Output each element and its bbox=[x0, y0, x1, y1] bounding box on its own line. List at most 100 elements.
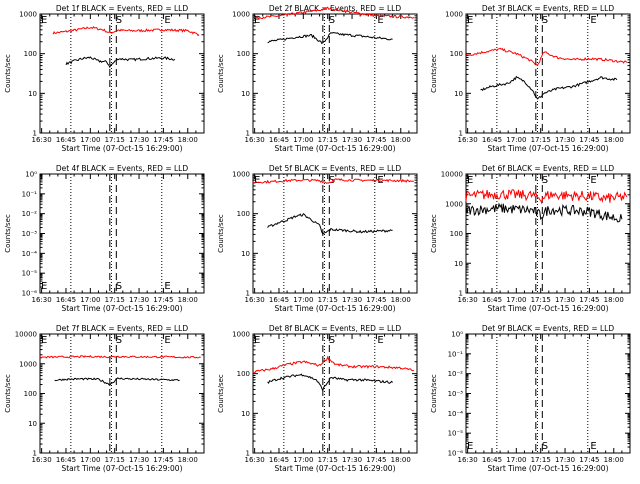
y-tick-label: 1000 bbox=[445, 11, 463, 19]
x-tick-label: 16:45 bbox=[56, 296, 76, 304]
x-tick-label: 18:00 bbox=[391, 456, 411, 464]
x-axis-label: Start Time (07-Oct-15 16:29:00) bbox=[487, 464, 608, 473]
y-tick-label: 10⁻³ bbox=[22, 230, 38, 238]
panel-title: Det 1f BLACK = Events, RED = LLD bbox=[56, 4, 189, 13]
events-series-line bbox=[480, 75, 618, 100]
y-tick-label: 10 bbox=[28, 420, 37, 428]
y-tick-label: 100 bbox=[237, 370, 250, 378]
panel-title: Det 5f BLACK = Events, RED = LLD bbox=[269, 164, 402, 173]
panel-title: Det 2f BLACK = Events, RED = LLD bbox=[269, 4, 402, 13]
panel-det-7: Det 7f BLACK = Events, RED = LLD 1 10 100 10… bbox=[4, 324, 205, 473]
x-tick-label: 17:30 bbox=[555, 456, 575, 464]
event-marker-label: E bbox=[254, 175, 260, 186]
y-tick-label: 10⁰ bbox=[25, 171, 37, 179]
y-tick-label: 1000 bbox=[19, 11, 37, 19]
event-marker-label: E bbox=[164, 335, 170, 346]
x-axis-label: Start Time (07-Oct-15 16:29:00) bbox=[274, 304, 395, 313]
y-axis-label: Counts/sec bbox=[4, 374, 12, 413]
panel-title: Det 6f BLACK = Events, RED = LLD bbox=[482, 164, 615, 173]
y-tick-label: 1 bbox=[246, 450, 250, 458]
x-tick-label: 17:45 bbox=[579, 296, 599, 304]
events-series-line bbox=[465, 202, 623, 223]
y-tick-label: 10 bbox=[454, 90, 463, 98]
x-tick-label: 16:30 bbox=[245, 296, 265, 304]
x-tick-label: 17:30 bbox=[555, 136, 575, 144]
x-tick-label: 17:15 bbox=[318, 456, 338, 464]
x-tick-label: 16:45 bbox=[56, 456, 76, 464]
event-marker-label: E bbox=[467, 441, 473, 452]
x-tick-label: 17:30 bbox=[129, 296, 149, 304]
x-tick-label: 16:30 bbox=[32, 136, 52, 144]
x-tick-label: 17:15 bbox=[105, 136, 125, 144]
panel-det-8: Det 8f BLACK = Events, RED = LLD 1 10 100 10… bbox=[217, 324, 418, 473]
x-tick-label: 17:30 bbox=[555, 296, 575, 304]
y-tick-label: 1000 bbox=[232, 331, 250, 339]
event-marker-label: E bbox=[254, 15, 260, 26]
plot-frame bbox=[252, 13, 418, 134]
y-tick-label: 10⁻⁶ bbox=[22, 290, 38, 298]
plot-frame bbox=[39, 13, 205, 134]
y-tick-label: 10⁻¹ bbox=[448, 350, 464, 358]
y-tick-label: 100 bbox=[24, 390, 37, 398]
x-tick-label: 17:45 bbox=[366, 456, 386, 464]
x-tick-label: 17:00 bbox=[506, 136, 526, 144]
x-tick-label: 17:15 bbox=[318, 136, 338, 144]
x-tick-label: 17:00 bbox=[293, 136, 313, 144]
x-tick-label: 16:30 bbox=[458, 296, 478, 304]
x-tick-label: 16:45 bbox=[482, 136, 502, 144]
lld-series-line bbox=[465, 47, 628, 67]
y-axis-label: Counts/sec bbox=[217, 214, 225, 253]
y-tick-label: 1000 bbox=[232, 11, 250, 19]
x-tick-label: 17:30 bbox=[342, 456, 362, 464]
x-tick-label: 17:00 bbox=[293, 296, 313, 304]
lld-series-line bbox=[465, 189, 628, 205]
x-tick-label: 17:15 bbox=[531, 296, 551, 304]
x-tick-label: 18:00 bbox=[604, 456, 624, 464]
x-axis-label: Start Time (07-Oct-15 16:29:00) bbox=[487, 144, 608, 153]
x-tick-label: 16:30 bbox=[32, 296, 52, 304]
event-marker-label: E bbox=[377, 15, 383, 26]
event-marker-label: E bbox=[590, 175, 596, 186]
x-tick-label: 17:00 bbox=[80, 456, 100, 464]
x-tick-label: 17:45 bbox=[579, 136, 599, 144]
panel-det-1: Det 1f BLACK = Events, RED = LLD 1 10 100 10… bbox=[4, 4, 205, 153]
event-marker-label: E bbox=[41, 335, 47, 346]
y-tick-label: 1 bbox=[459, 130, 463, 138]
panel-title: Det 3f BLACK = Events, RED = LLD bbox=[482, 4, 615, 13]
y-tick-label: 10000 bbox=[15, 331, 37, 339]
y-tick-label: 100 bbox=[450, 230, 463, 238]
plot-frame bbox=[465, 333, 631, 454]
x-tick-label: 17:45 bbox=[153, 456, 173, 464]
x-tick-label: 17:15 bbox=[105, 456, 125, 464]
x-tick-label: 16:30 bbox=[32, 456, 52, 464]
event-marker-label: E bbox=[467, 175, 473, 186]
x-tick-label: 18:00 bbox=[178, 296, 198, 304]
event-marker-label: S bbox=[116, 281, 122, 292]
plot-frame bbox=[465, 13, 631, 134]
panel-det-6: Det 6f BLACK = Events, RED = LLD 1 10 100 10… bbox=[430, 164, 631, 313]
y-tick-label: 1 bbox=[246, 130, 250, 138]
x-tick-label: 16:30 bbox=[458, 136, 478, 144]
events-series-line bbox=[267, 212, 393, 235]
y-axis-label: Counts/sec bbox=[430, 374, 438, 413]
x-axis-label: Start Time (07-Oct-15 16:29:00) bbox=[274, 144, 395, 153]
y-axis-label: Counts/sec bbox=[4, 54, 12, 93]
lld-series-line bbox=[39, 354, 201, 359]
event-marker-label: S bbox=[329, 175, 335, 186]
y-tick-label: 10⁰ bbox=[451, 331, 463, 339]
panel-det-9: Det 9f BLACK = Events, RED = LLD 10⁻⁶ 10⁻⁵… bbox=[430, 324, 631, 473]
x-tick-label: 18:00 bbox=[391, 296, 411, 304]
y-tick-label: 10⁻¹ bbox=[22, 190, 38, 198]
x-axis-label: Start Time (07-Oct-15 16:29:00) bbox=[61, 144, 182, 153]
panel-title: Det 9f BLACK = Events, RED = LLD bbox=[482, 324, 615, 333]
x-tick-label: 17:30 bbox=[129, 456, 149, 464]
x-tick-label: 16:45 bbox=[269, 136, 289, 144]
panel-det-5: Det 5f BLACK = Events, RED = LLD 1 10 100 10… bbox=[217, 164, 418, 313]
y-tick-label: 1000 bbox=[19, 360, 37, 368]
panel-det-4: Det 4f BLACK = Events, RED = LLD 10⁻⁶ 10⁻⁵… bbox=[4, 164, 205, 313]
x-tick-label: 17:15 bbox=[531, 456, 551, 464]
x-tick-label: 16:45 bbox=[482, 296, 502, 304]
x-tick-label: 17:30 bbox=[129, 136, 149, 144]
event-marker-label: S bbox=[542, 175, 548, 186]
x-tick-label: 16:45 bbox=[269, 296, 289, 304]
